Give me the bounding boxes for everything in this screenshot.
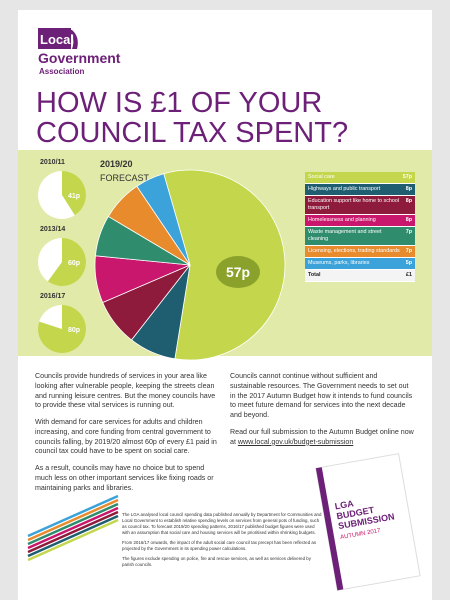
booklet: LGA BUDGET SUBMISSION AUTUMN 2017	[315, 453, 421, 591]
paragraph: Councils cannot continue without suffici…	[230, 372, 413, 420]
logo-swoosh	[68, 30, 78, 49]
row-name: Homelessness and planning	[308, 217, 376, 224]
row-value: 8p	[405, 186, 412, 193]
table-row: Licensing, elections, trading standards 7…	[305, 246, 415, 259]
history-year: 2016/17	[40, 293, 65, 300]
row-value: 7p	[405, 248, 412, 255]
row-name: Licensing, elections, trading standards	[308, 248, 400, 255]
row-value: 8p	[405, 198, 412, 205]
text-column: Councils provide hundreds of services in…	[35, 372, 219, 501]
pie-slice	[136, 173, 191, 266]
history-label: 41p	[68, 193, 80, 200]
table-row: Social care 57p	[305, 172, 415, 185]
forecast-year: 2019/20	[100, 159, 133, 169]
row-name: Education support like home to school tr…	[308, 198, 400, 212]
logo-block	[38, 28, 71, 49]
row-name: Total	[308, 272, 321, 279]
history-slice	[47, 238, 86, 286]
booklet-spine	[315, 467, 344, 591]
table-row: Total £1	[305, 270, 415, 283]
table-row: Waste management and street cleaning 7p	[305, 227, 415, 247]
row-value: 7p	[405, 229, 412, 236]
stripe	[27, 506, 119, 550]
table-row: Education support like home to school tr…	[305, 196, 415, 216]
history-label: 80p	[68, 327, 80, 334]
paragraph: Read our full submission to the Autumn B…	[230, 427, 414, 446]
footnotes: The LGA analysed local council spending …	[122, 512, 322, 572]
logo-local: Local	[40, 32, 74, 47]
stripe	[27, 514, 119, 558]
row-name: Waste management and street cleaning	[308, 229, 382, 243]
row-value: £1	[406, 272, 412, 279]
footnote: From 2016/17 onwards, the impact of the …	[122, 539, 317, 551]
booklet-cover	[315, 453, 421, 591]
stripe	[27, 494, 119, 538]
history-year: 2013/14	[40, 226, 65, 233]
row-name: Highways and public transport	[308, 186, 381, 193]
logo-government: Government	[38, 50, 121, 66]
stripe	[27, 510, 119, 554]
pie-label: 57p	[226, 264, 250, 280]
link[interactable]: www.local.gov.uk/budget-submission	[237, 437, 354, 446]
row-value: 8p	[405, 217, 412, 224]
paragraph: With demand for care services for adults…	[35, 418, 217, 456]
table-row: Highways and public transport 8p	[305, 184, 415, 197]
history-slice	[38, 305, 86, 353]
stripe	[27, 502, 119, 546]
row-value: 57p	[402, 174, 412, 180]
table-row: Homelessness and planning 8p	[305, 215, 415, 228]
stripe	[27, 518, 119, 562]
paragraph: As a result, councils may have no choice…	[35, 464, 214, 492]
booklet-title: LGA	[334, 498, 355, 511]
row-name: Museums, parks, libraries	[308, 260, 370, 267]
legend-table: Social care 57p Highways and public transp…	[305, 172, 415, 283]
row-name: Social care	[308, 174, 335, 180]
history-slice	[62, 171, 87, 216]
pie-label-bubble	[216, 256, 260, 288]
forecast-subtitle: FORECAST	[100, 173, 150, 183]
stripe	[27, 498, 119, 542]
stripes	[27, 494, 119, 562]
footnote: The LGA analysed local council spending …	[122, 512, 322, 535]
title-line: COUNCIL TAX SPENT?	[36, 117, 348, 149]
history-year: 2010/11	[40, 159, 65, 166]
history-label: 60p	[68, 260, 80, 267]
paragraph: Councils provide hundreds of services in…	[35, 372, 216, 410]
footnote: The figures exclude spending on police, …	[122, 555, 311, 567]
title-line: HOW IS £1 OF YOUR	[36, 87, 322, 119]
row-value: 5p	[405, 260, 412, 267]
logo-association: Association	[39, 67, 84, 76]
text-column: Councils cannot continue without suffici…	[230, 372, 414, 454]
table-row: Museums, parks, libraries 5p	[305, 258, 415, 271]
